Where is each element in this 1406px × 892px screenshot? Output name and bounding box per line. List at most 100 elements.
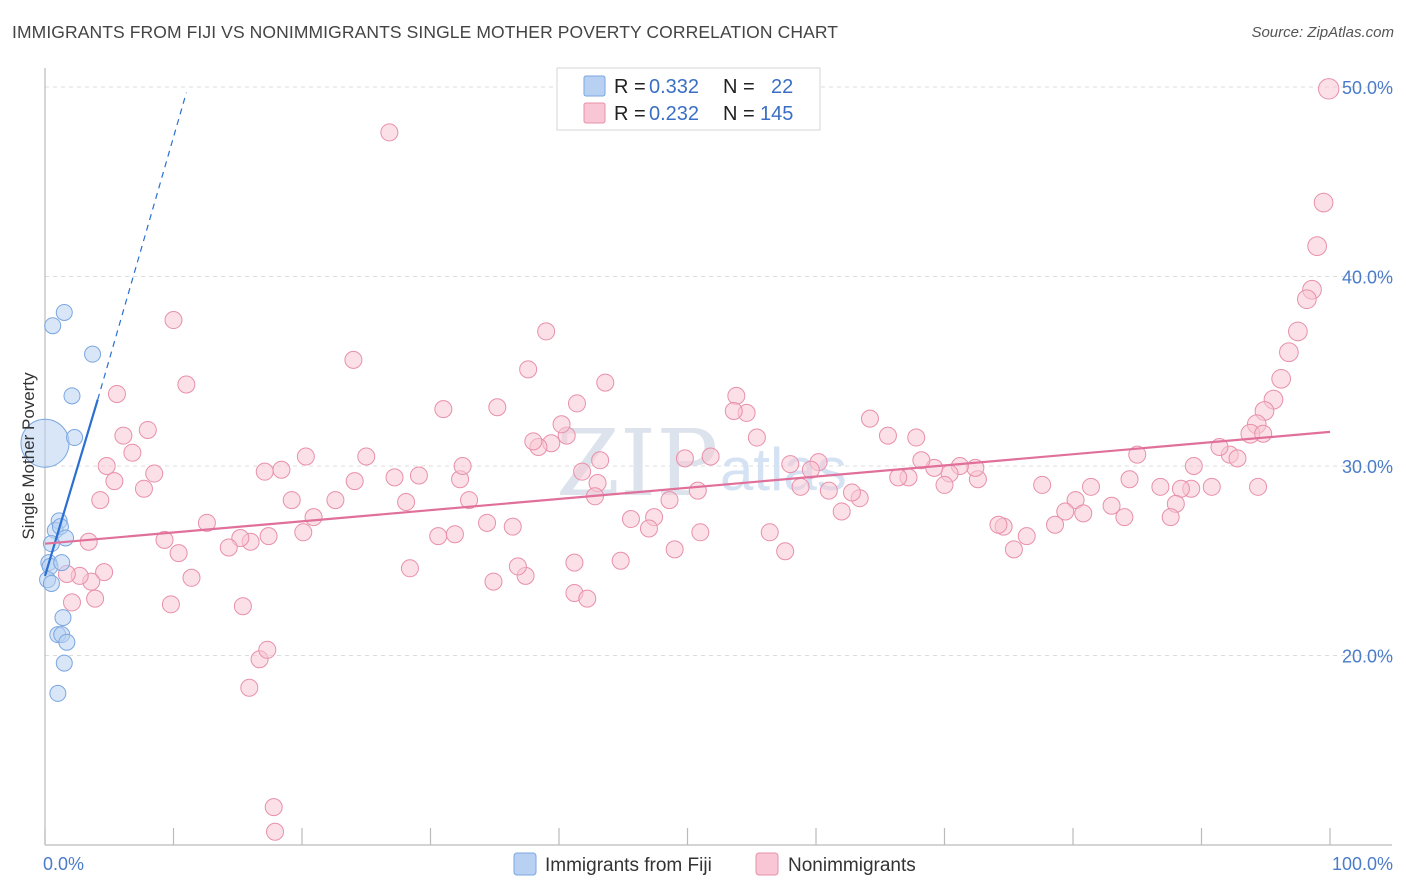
nonimmigrant-point (537, 322, 556, 341)
nonimmigrant-point (161, 595, 180, 614)
nonimmigrant-point (1161, 508, 1180, 527)
nonimmigrant-point (345, 472, 364, 491)
nonimmigrant-point (565, 553, 584, 572)
nonimmigrant-point (552, 415, 571, 434)
nonimmigrant-point (107, 384, 126, 403)
nonimmigrant-point (296, 447, 315, 466)
source-label: Source: ZipAtlas.com (1251, 24, 1394, 41)
fiji-point (63, 387, 81, 405)
nonimmigrant-point (1151, 477, 1170, 496)
nonimmigrant-point (1318, 78, 1340, 100)
x-tick-labels: 0.0% 100.0% (43, 854, 1393, 874)
nonimmigrant-point (701, 447, 720, 466)
nonimmigrant-point (95, 563, 114, 582)
nonimmigrant-point (989, 515, 1008, 534)
legend-swatch-nonimmigrants (583, 102, 606, 124)
fiji-point (66, 429, 84, 447)
fiji-point (44, 317, 62, 335)
nonimmigrant-point (240, 678, 259, 697)
nonimmigrant-point (747, 428, 766, 447)
nonimmigrant-point (105, 472, 124, 491)
fiji-point (84, 345, 102, 363)
nonimmigrant-point (400, 559, 419, 578)
nonimmigrant-point (91, 491, 110, 510)
nonimmigrant-point (639, 519, 658, 538)
nonimmigrant-point (62, 593, 81, 612)
nonimmigrant-point (578, 589, 597, 608)
nonimmigrant-point (123, 443, 142, 462)
nonimmigrant-point (294, 523, 313, 542)
nonimmigrant-point (478, 513, 497, 532)
nonimmigrant-point (503, 517, 522, 536)
y-tick-label: 20.0% (1342, 646, 1393, 666)
nonimmigrant-point (266, 822, 285, 841)
nonimmigrant-point (665, 540, 684, 559)
nonimmigrant-point (1288, 321, 1308, 342)
nonimmigrant-point (1017, 527, 1036, 546)
y-tick-label: 30.0% (1342, 457, 1393, 477)
nonimmigrant-point (1202, 477, 1221, 496)
nonimmigrant-point (688, 481, 707, 500)
nonimmigrant-point (1102, 496, 1121, 515)
nonimmigrant-point (860, 409, 879, 428)
nonimmigrant-point (1046, 515, 1065, 534)
nonimmigrant-point (1115, 508, 1134, 527)
nonimmigrant-point (134, 479, 153, 498)
nonimmigrant-point (1313, 192, 1334, 213)
y-tick-label: 50.0% (1342, 78, 1393, 98)
nonimmigrant-point (1066, 491, 1085, 510)
nonimmigrant-point (573, 462, 592, 481)
fiji-point (54, 609, 72, 627)
fiji-point (49, 684, 67, 702)
nonimmigrant-point (177, 375, 196, 394)
x-tick-label: 0.0% (43, 854, 84, 874)
nonimmigrant-point (691, 523, 710, 542)
nonimmigrant-point (760, 523, 779, 542)
nonimmigrant-point (567, 394, 586, 413)
nonimmigrant-point (1081, 477, 1100, 496)
nonimmigrant-point (724, 402, 743, 421)
nonimmigrant-point (114, 426, 133, 445)
nonimmigrant-point (1297, 289, 1317, 310)
nonimmigrant-point (675, 449, 694, 468)
nonimmigrant-point (621, 510, 640, 529)
nonimmigrant-point (357, 447, 376, 466)
nonimmigrant-point (912, 451, 931, 470)
nonimmigrant-trend-line (44, 430, 1331, 545)
nonimmigrant-point (86, 589, 105, 608)
nonimmigrant-point (1307, 236, 1328, 256)
nonimmigrant-point (832, 502, 851, 521)
fiji-point (55, 654, 73, 672)
fiji-point (53, 554, 71, 572)
nonimmigrant-point (79, 532, 98, 551)
nonimmigrant-point (727, 386, 746, 405)
nonimmigrant-point (801, 460, 820, 479)
nonimmigrant-point (484, 572, 503, 591)
nonimmigrant-point (453, 456, 472, 475)
nonimmigrant-point (842, 483, 861, 502)
nonimmigrant-point (819, 481, 838, 500)
nonimmigrant-point (145, 464, 164, 483)
series-legend: Immigrants from Fiji Nonimmigrants (513, 852, 916, 876)
legend-swatch-fiji (583, 75, 606, 97)
nonimmigrant-point (169, 544, 188, 563)
legend-r-value: 0.232 (649, 103, 699, 125)
nonimmigrant-point (1228, 449, 1247, 468)
nonimmigrant-point (1056, 502, 1075, 521)
nonimmigrant-point (1171, 479, 1190, 498)
nonimmigrant-point (344, 350, 363, 369)
fiji-point (55, 303, 73, 321)
fiji-point (57, 529, 75, 547)
nonimmigrant-point (611, 551, 630, 570)
nonimmigrant-point (524, 432, 543, 451)
nonimmigrant-point (591, 451, 610, 470)
legend-label-fiji: Immigrants from Fiji (545, 855, 712, 876)
nonimmigrant-point (776, 542, 795, 561)
fiji-trend-extension (97, 92, 187, 400)
nonimmigrant-point (596, 373, 615, 392)
nonimmigrant-point (97, 456, 116, 475)
nonimmigrant-point (1004, 540, 1023, 559)
nonimmigrant-point (255, 462, 274, 481)
nonimmigrant-point (259, 527, 278, 546)
nonimmigrant-point (1254, 424, 1273, 443)
